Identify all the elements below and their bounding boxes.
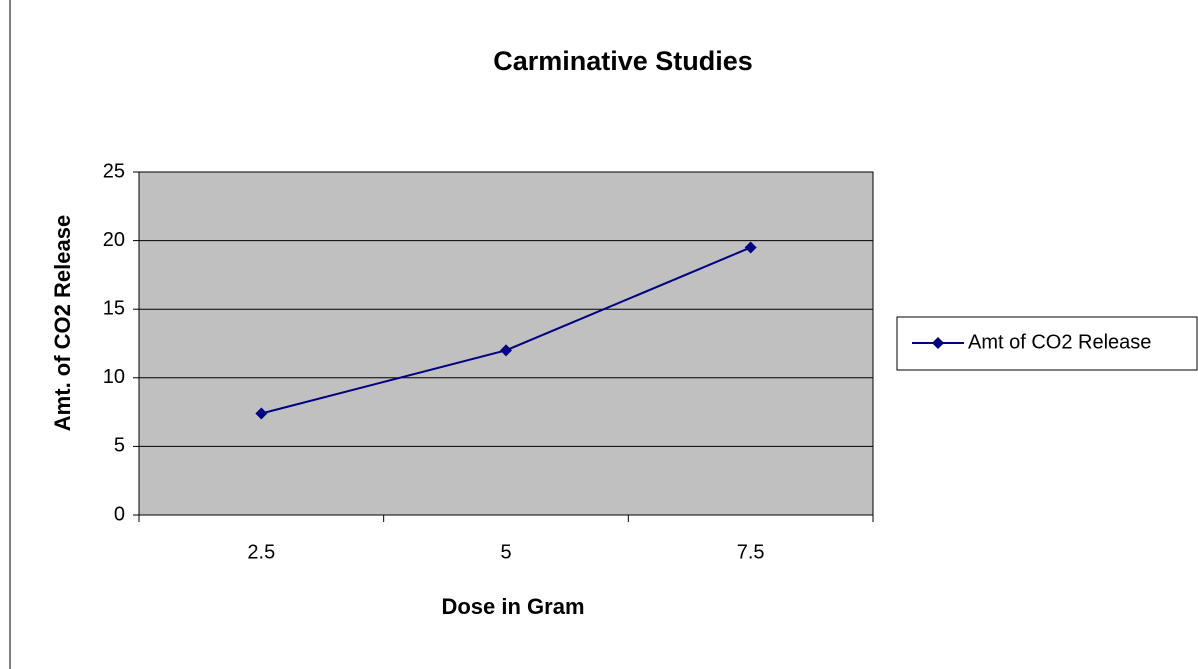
legend-label: Amt of CO2 Release	[968, 331, 1151, 353]
y-tick-label: 0	[114, 503, 125, 525]
x-tick-label: 7.5	[737, 541, 765, 563]
legend-marker	[932, 337, 944, 349]
x-tick-label: 2.5	[247, 541, 275, 563]
x-axis-label: Dose in Gram	[441, 594, 584, 619]
y-tick-label: 25	[103, 160, 125, 182]
plot-area	[138, 171, 874, 516]
point-marker	[255, 407, 268, 420]
y-tick-label: 20	[103, 229, 125, 251]
chart-title: Carminative Studies	[493, 46, 753, 76]
point-marker	[744, 241, 757, 254]
y-tick-label: 15	[103, 297, 125, 319]
y-tick-label: 5	[114, 435, 125, 457]
point-marker	[500, 344, 512, 357]
y-tick-label: 10	[103, 366, 125, 388]
x-tick-label: 5	[500, 541, 511, 563]
y-axis-label: Amt. of CO2 Release	[50, 215, 75, 431]
